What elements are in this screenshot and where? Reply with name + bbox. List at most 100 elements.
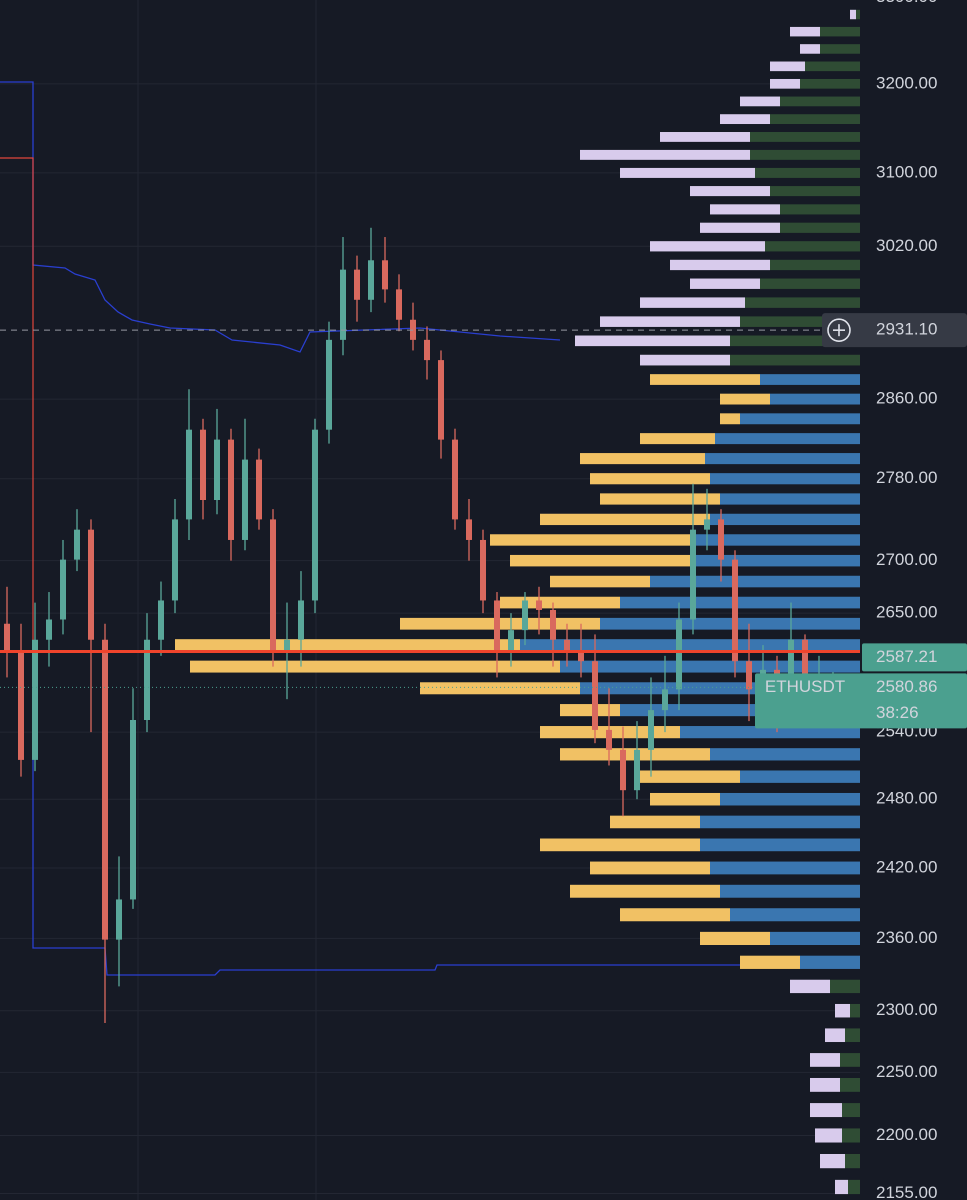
candle-body bbox=[312, 429, 318, 601]
profile-buy-bar bbox=[845, 1153, 860, 1169]
y-tick-label: 2200.00 bbox=[876, 1125, 937, 1144]
profile-sell-bar bbox=[810, 1103, 842, 1118]
profile-buy-bar bbox=[710, 473, 860, 485]
candle-body bbox=[340, 269, 346, 340]
candle-body bbox=[60, 559, 66, 620]
profile-sell-bar bbox=[835, 1179, 848, 1195]
y-tick-label: 2860.00 bbox=[876, 389, 937, 408]
y-tick-label: 2300.00 bbox=[876, 1000, 937, 1019]
profile-buy-bar bbox=[720, 792, 860, 806]
profile-sell-bar bbox=[640, 433, 715, 445]
profile-buy-bar bbox=[650, 575, 860, 588]
crosshair-price: 2931.10 bbox=[876, 320, 937, 339]
profile-sell-bar bbox=[560, 704, 620, 717]
profile-sell-bar bbox=[740, 955, 800, 969]
profile-sell-bar bbox=[640, 297, 745, 308]
profile-buy-bar bbox=[848, 1179, 860, 1195]
profile-sell-bar bbox=[550, 575, 650, 588]
candle-body bbox=[256, 459, 262, 520]
last-price: 2580.86 bbox=[876, 677, 937, 696]
crosshair-label-box bbox=[822, 313, 967, 348]
candle-body bbox=[634, 749, 640, 791]
line-price: 2587.21 bbox=[876, 647, 937, 666]
profile-sell-bar bbox=[720, 114, 770, 125]
candle-body bbox=[242, 459, 248, 540]
profile-buy-bar bbox=[830, 979, 860, 994]
profile-buy-bar bbox=[680, 726, 860, 739]
y-tick-label: 2650.00 bbox=[876, 603, 937, 622]
profile-sell-bar bbox=[190, 660, 560, 673]
candle-body bbox=[718, 519, 724, 560]
candle-body bbox=[802, 639, 808, 700]
countdown: 38:26 bbox=[876, 703, 919, 722]
profile-sell-bar bbox=[770, 78, 800, 89]
profile-sell-bar bbox=[570, 884, 720, 898]
profile-buy-bar bbox=[770, 393, 860, 405]
profile-sell-bar bbox=[540, 838, 700, 852]
candles bbox=[4, 227, 836, 1023]
profile-buy-bar bbox=[600, 617, 860, 630]
profile-sell-bar bbox=[720, 413, 740, 425]
candle-body bbox=[158, 600, 164, 640]
profile-sell-bar bbox=[610, 815, 700, 829]
profile-sell-bar bbox=[600, 316, 740, 327]
candle-body bbox=[578, 650, 584, 662]
profile-buy-bar bbox=[760, 278, 860, 289]
profile-sell-bar bbox=[815, 1128, 842, 1143]
profile-buy-bar bbox=[745, 297, 860, 308]
profile-buy-bar bbox=[770, 114, 860, 125]
y-tick-label: 2780.00 bbox=[876, 468, 937, 487]
profile-sell-bar bbox=[590, 861, 710, 875]
profile-sell-bar bbox=[510, 554, 690, 567]
profile-buy-bar bbox=[560, 660, 860, 673]
profile-buy-bar bbox=[755, 167, 860, 178]
profile-buy-bar bbox=[710, 748, 860, 761]
symbol: ETHUSDT bbox=[765, 677, 845, 696]
candle-body bbox=[788, 639, 794, 700]
profile-sell-bar bbox=[810, 1077, 840, 1092]
candle-body bbox=[508, 630, 514, 651]
profile-sell-bar bbox=[740, 96, 780, 107]
profile-buy-bar bbox=[840, 1077, 860, 1092]
profile-buy-bar bbox=[765, 241, 860, 252]
profile-buy-bar bbox=[730, 354, 860, 366]
profile-sell-bar bbox=[690, 186, 770, 197]
profile-buy-bar bbox=[730, 335, 860, 347]
profile-sell-bar bbox=[700, 931, 770, 945]
candle-body bbox=[46, 619, 52, 640]
profile-buy-bar bbox=[620, 596, 860, 609]
profile-buy-bar bbox=[760, 374, 860, 385]
profile-sell-bar bbox=[700, 222, 780, 233]
candle-body bbox=[368, 260, 374, 300]
candle-body bbox=[116, 899, 122, 940]
candle-body bbox=[186, 429, 192, 520]
profile-sell-bar bbox=[420, 682, 580, 695]
profile-buy-bar bbox=[705, 453, 860, 465]
profile-buy-bar bbox=[520, 639, 860, 652]
profile-buy-bar bbox=[740, 770, 860, 783]
candle-body bbox=[620, 749, 626, 791]
indicator-line bbox=[32, 737, 740, 976]
profile-sell-bar bbox=[820, 1153, 845, 1169]
profile-buy-bar bbox=[770, 186, 860, 197]
profile-buy-bar bbox=[780, 204, 860, 215]
profile-buy-bar bbox=[840, 1053, 860, 1067]
line-price-box bbox=[862, 643, 967, 672]
y-tick-label: 2250.00 bbox=[876, 1062, 937, 1081]
add-icon bbox=[827, 318, 851, 342]
candle-body bbox=[564, 639, 570, 651]
candle-body bbox=[732, 559, 738, 662]
indicator-line bbox=[0, 81, 561, 353]
candle-body bbox=[550, 609, 556, 640]
profile-sell-bar bbox=[660, 132, 750, 142]
candle-body bbox=[382, 260, 388, 290]
candle-body bbox=[466, 519, 472, 540]
profile-sell-bar bbox=[175, 639, 520, 652]
candle-body bbox=[32, 639, 38, 760]
profile-sell-bar bbox=[540, 513, 710, 526]
candle-body bbox=[228, 439, 234, 540]
candle-body bbox=[326, 339, 332, 430]
profile-buy-bar bbox=[842, 1128, 860, 1143]
